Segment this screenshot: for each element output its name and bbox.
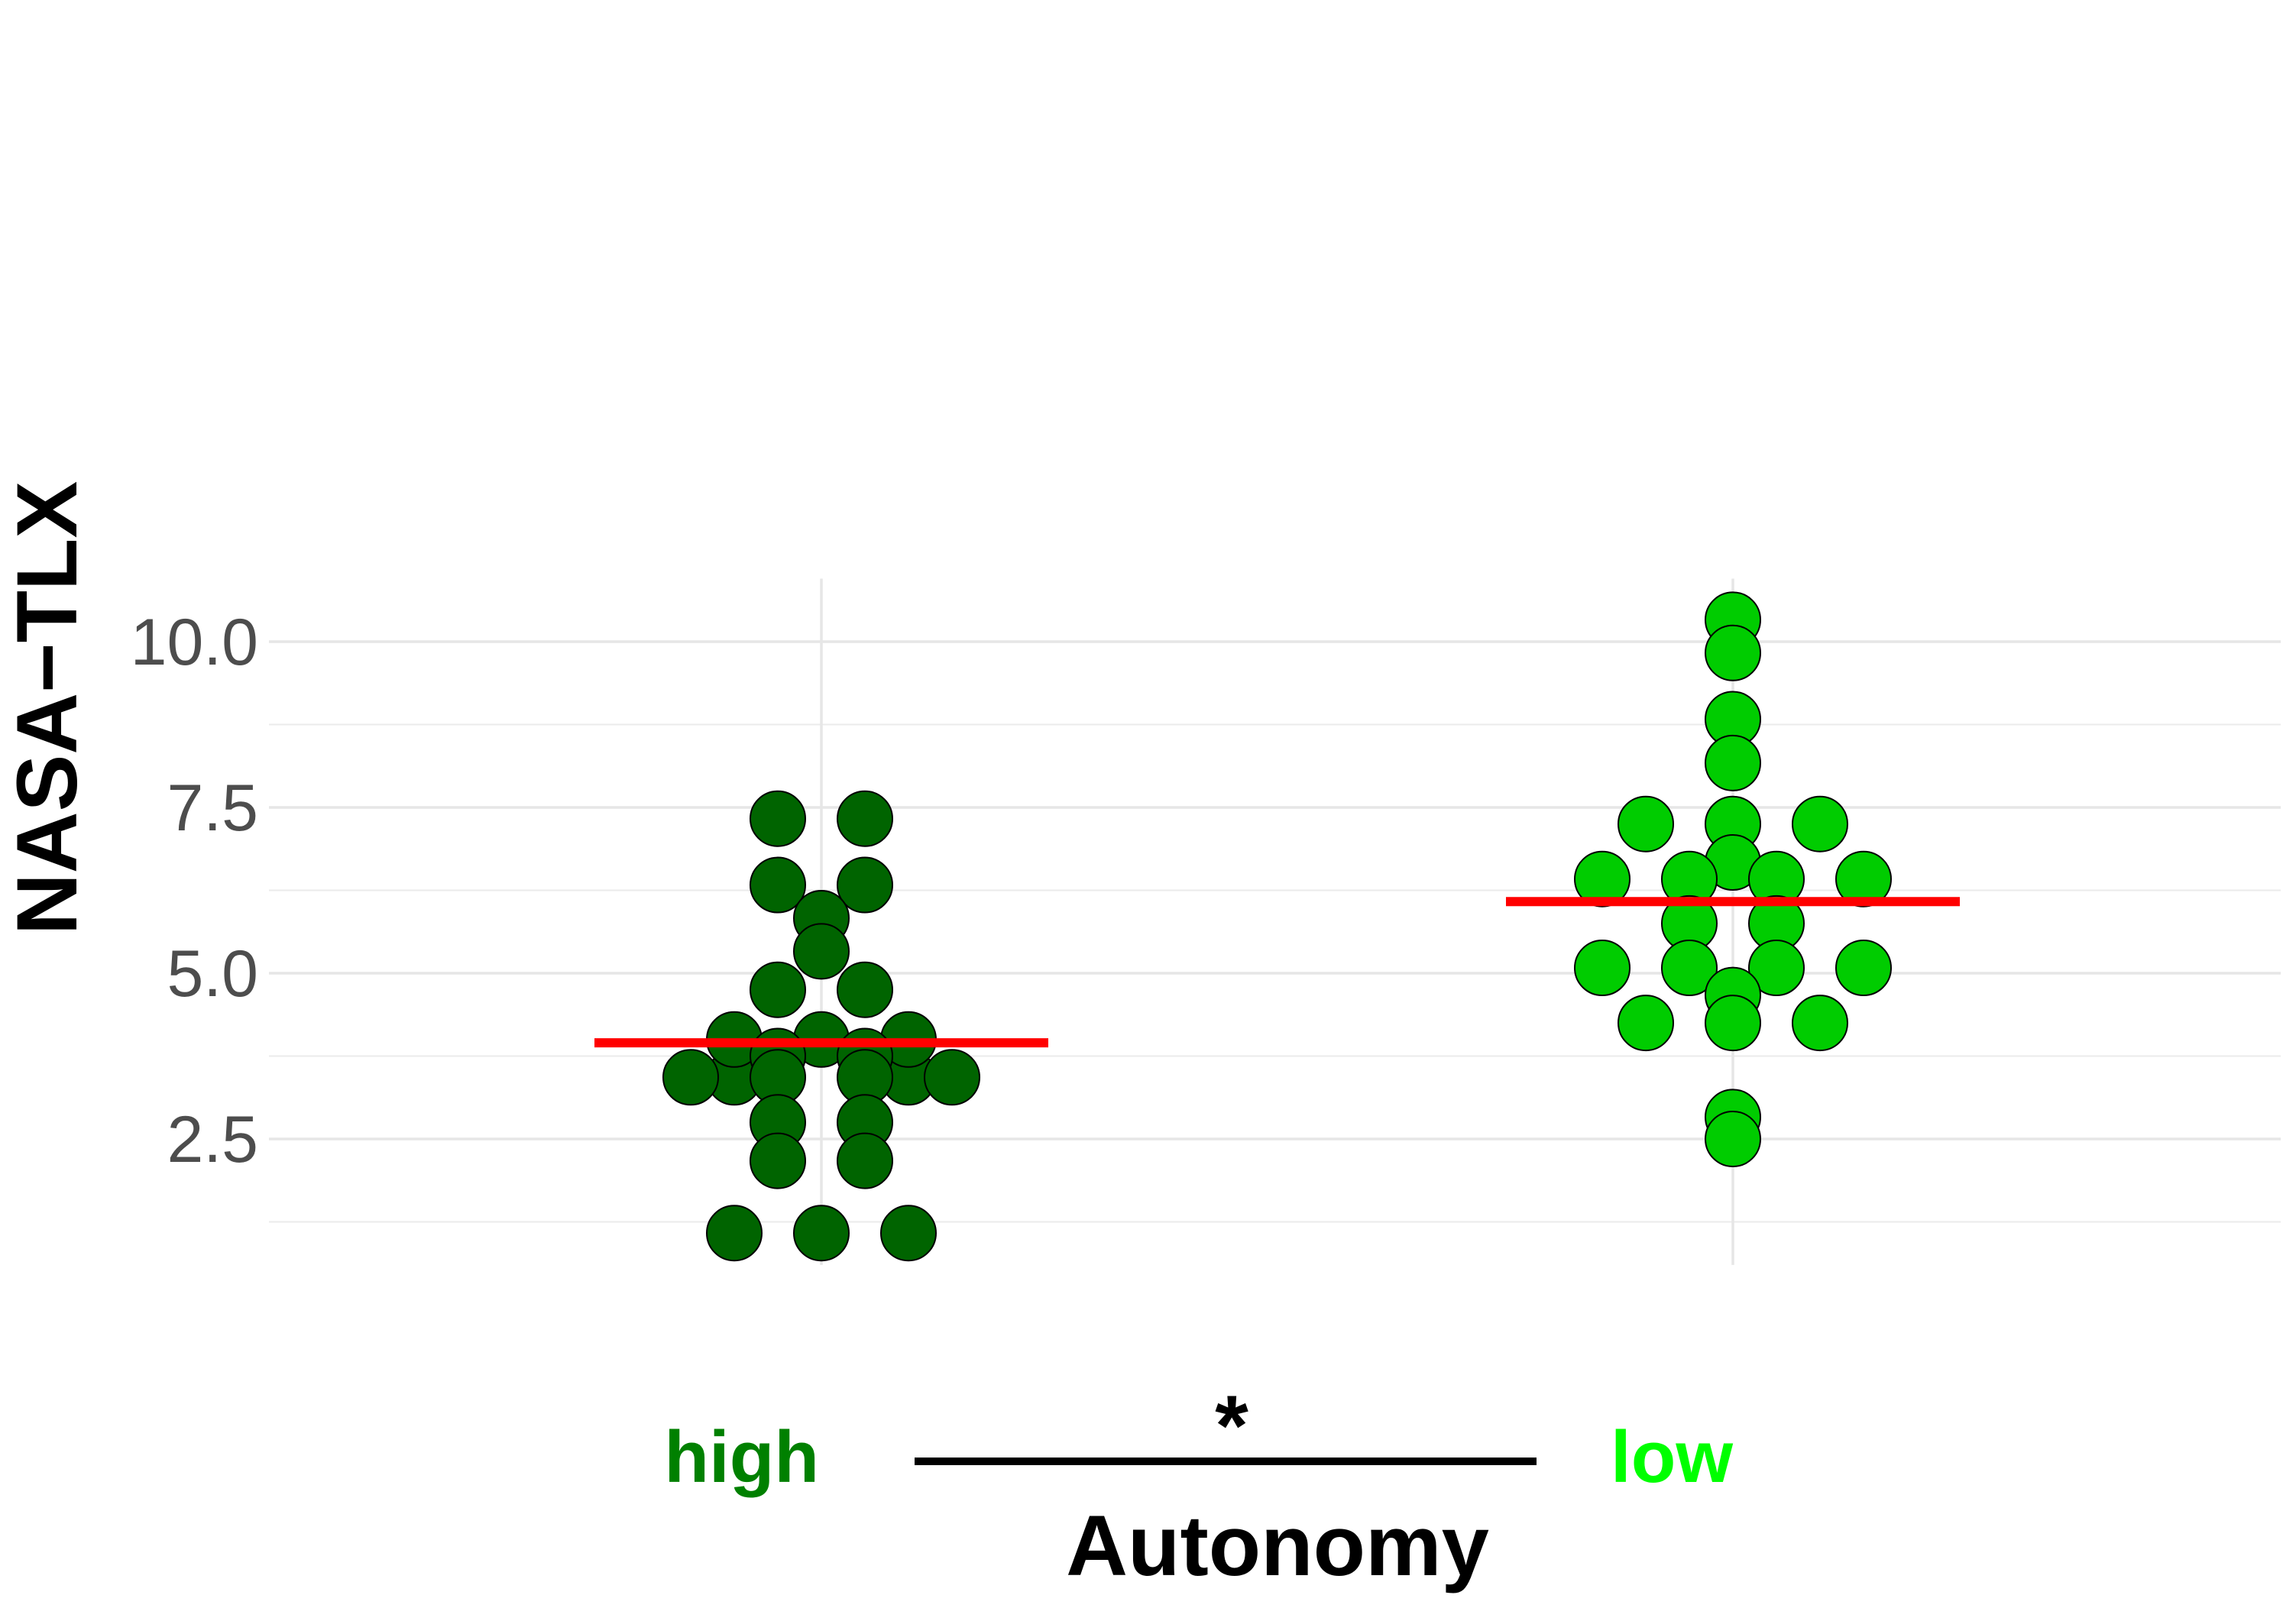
- mean-lines: [594, 897, 1960, 1048]
- minor-gridlines: [269, 723, 2281, 1223]
- y-tick-label: 2.5: [167, 1103, 258, 1176]
- category-label-low: low: [1611, 1416, 1733, 1498]
- y-tick-label: 5.0: [167, 937, 258, 1011]
- data-point-high: [662, 1049, 719, 1106]
- data-point-high: [793, 923, 850, 980]
- y-axis-title: NASA−TLX: [0, 481, 95, 935]
- significance-marker: *: [1215, 1378, 1248, 1474]
- data-points: [662, 591, 1892, 1262]
- data-point-low: [1792, 995, 1848, 1052]
- data-point-high: [793, 1205, 850, 1262]
- data-point-low: [1792, 795, 1848, 853]
- vertical-gridlines: [820, 578, 1734, 1265]
- data-point-high: [750, 856, 806, 914]
- data-point-low: [1574, 940, 1631, 997]
- data-point-high: [880, 1205, 937, 1262]
- data-point-low: [1618, 995, 1674, 1052]
- data-point-low: [1574, 850, 1631, 908]
- data-point-low: [1705, 1111, 1761, 1167]
- data-point-high: [924, 1049, 980, 1106]
- data-point-high: [837, 961, 893, 1018]
- data-point-high: [750, 790, 806, 847]
- data-point-high: [837, 856, 893, 914]
- data-point-high: [706, 1205, 763, 1262]
- category-label-high: high: [664, 1416, 819, 1498]
- data-point-high: [750, 961, 806, 1018]
- major-gridlines: [269, 640, 2281, 1140]
- data-point-high: [837, 790, 893, 847]
- data-point-high: [837, 1132, 893, 1189]
- data-point-low: [1705, 624, 1761, 681]
- data-point-high: [750, 1132, 806, 1189]
- data-point-low: [1661, 940, 1718, 997]
- data-point-low: [1705, 995, 1761, 1052]
- data-point-low: [1748, 940, 1805, 997]
- y-tick-label: 7.5: [167, 772, 258, 845]
- data-point-low: [1705, 734, 1761, 791]
- y-axis-tick-labels: 2.5 5.0 7.5 10.0: [131, 606, 258, 1176]
- data-point-low: [1835, 940, 1892, 997]
- x-axis-title: Autonomy: [1066, 1498, 1489, 1593]
- data-point-low: [1835, 850, 1892, 908]
- data-point-low: [1618, 795, 1674, 853]
- y-tick-label: 10.0: [131, 606, 258, 679]
